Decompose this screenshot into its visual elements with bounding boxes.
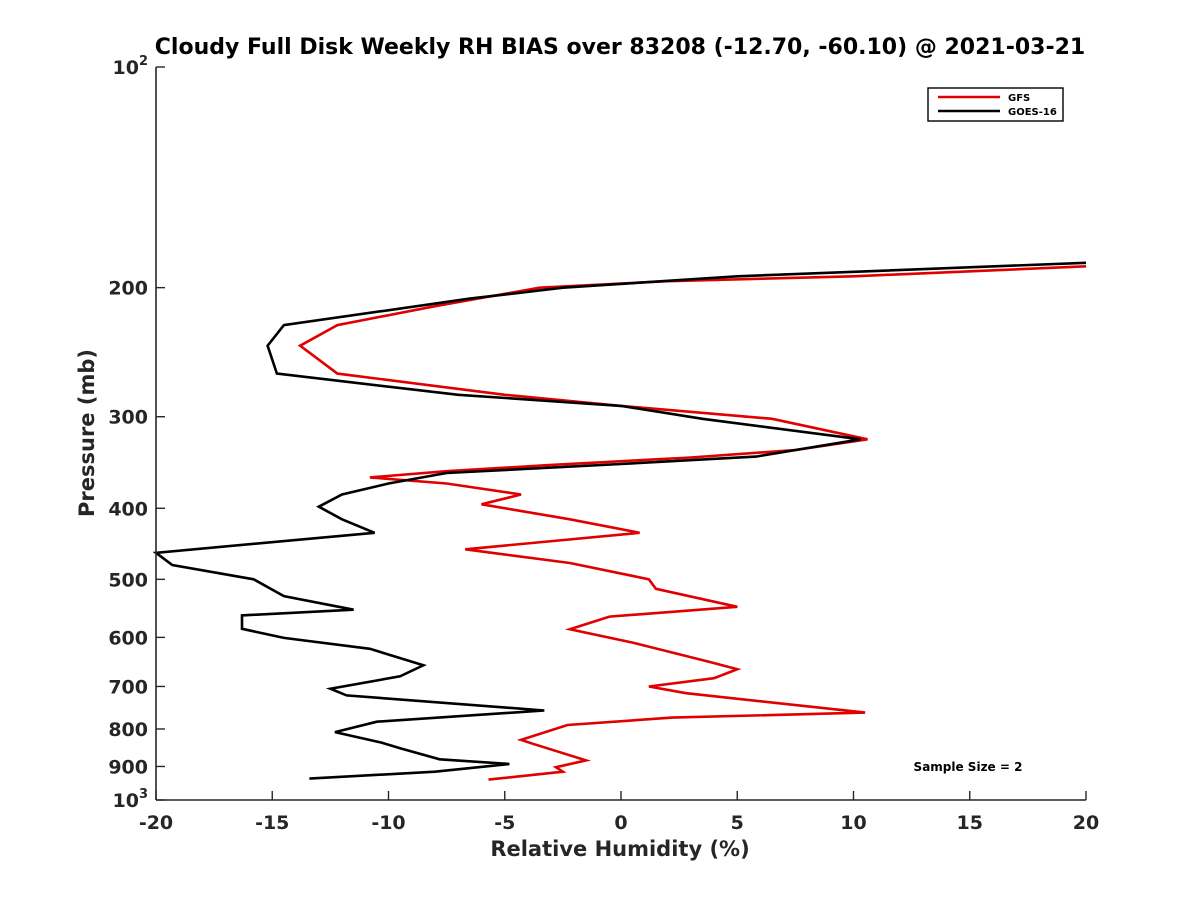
y-tick-label: 102 bbox=[113, 54, 149, 79]
x-axis-label: Relative Humidity (%) bbox=[490, 837, 749, 861]
x-tick-label: 5 bbox=[731, 812, 744, 834]
legend-label-gfs: GFS bbox=[1008, 93, 1030, 104]
legend-box bbox=[927, 87, 1064, 122]
x-tick-label: 20 bbox=[1073, 812, 1099, 834]
y-tick-label: 500 bbox=[108, 569, 148, 591]
series-lines bbox=[152, 261, 1087, 781]
y-tick-label: 700 bbox=[108, 676, 148, 698]
sample-size-annotation: Sample Size = 2 bbox=[914, 760, 1023, 774]
x-tick-label: 15 bbox=[957, 812, 983, 834]
y-tick-label: 103 bbox=[113, 787, 149, 812]
y-tick-label: 600 bbox=[108, 627, 148, 649]
x-tick-label: -5 bbox=[494, 812, 515, 834]
x-tick-label: 10 bbox=[840, 812, 866, 834]
y-tick-label: 200 bbox=[108, 278, 148, 300]
y-axis-label: Pressure (mb) bbox=[75, 349, 99, 517]
x-tick-label: 0 bbox=[614, 812, 627, 834]
x-tick-label: -20 bbox=[139, 812, 173, 834]
ticks: -20 -15 -10 -5 0 5 10 15 20 102 200 300 400 500 600 700… bbox=[108, 54, 1099, 834]
series-line-gfs bbox=[297, 265, 1087, 781]
y-tick-label: 400 bbox=[108, 498, 148, 520]
legend: GFS GOES-16 bbox=[927, 87, 1064, 122]
legend-label-goes-16: GOES-16 bbox=[1008, 107, 1057, 118]
series-line-goes-16 bbox=[152, 261, 1087, 780]
chart-title: Cloudy Full Disk Weekly RH BIAS over 832… bbox=[155, 35, 1085, 60]
x-tick-label: -15 bbox=[255, 812, 289, 834]
y-tick-label: 900 bbox=[108, 756, 148, 778]
y-tick-label: 800 bbox=[108, 719, 148, 741]
y-tick-label: 300 bbox=[108, 407, 148, 429]
x-tick-label: -10 bbox=[371, 812, 405, 834]
axes bbox=[155, 67, 1086, 801]
